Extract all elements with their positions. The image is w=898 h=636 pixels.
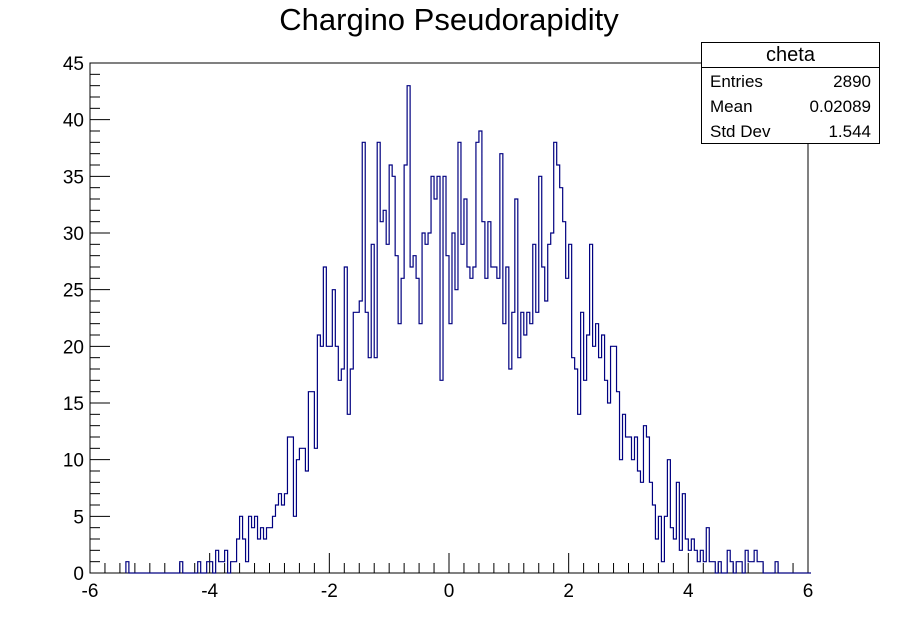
x-tick-label: -6 <box>82 581 99 602</box>
stats-row-mean: Mean 0.02089 <box>710 94 871 119</box>
y-tick-label: 0 <box>73 564 84 585</box>
x-tick-label: 6 <box>803 581 814 602</box>
y-tick-label: 25 <box>63 281 84 302</box>
stats-box: cheta Entries 2890 Mean 0.02089 Std Dev … <box>701 42 880 144</box>
stats-row-stddev: Std Dev 1.544 <box>710 119 871 144</box>
y-tick-label: 10 <box>63 451 84 472</box>
histogram-series <box>125 85 811 574</box>
stats-row-entries: Entries 2890 <box>710 69 871 94</box>
stats-title: cheta <box>702 43 879 68</box>
y-tick-label: 20 <box>63 337 84 358</box>
stats-label: Std Dev <box>710 122 771 141</box>
x-tick-label: 0 <box>444 581 455 602</box>
x-tick-label: 2 <box>563 581 574 602</box>
stats-value: 2890 <box>833 72 871 91</box>
y-tick-label: 15 <box>63 394 84 415</box>
stats-label: Entries <box>710 72 763 91</box>
y-tick-label: 45 <box>63 54 84 75</box>
y-axis: 0 5 10 15 20 25 30 35 40 45 <box>63 54 110 585</box>
x-tick-label: -4 <box>201 581 218 602</box>
y-tick-label: 40 <box>63 111 84 132</box>
stats-value: 0.02089 <box>809 97 871 116</box>
y-tick-label: 30 <box>63 224 84 245</box>
y-tick-label: 5 <box>73 507 84 528</box>
y-tick-label: 35 <box>63 167 84 188</box>
stats-label: Mean <box>710 97 753 116</box>
x-axis: -6 -4 -2 0 2 4 6 <box>82 553 814 602</box>
x-tick-label: 4 <box>683 581 694 602</box>
chart-title: Chargino Pseudorapidity <box>279 2 619 37</box>
stats-value: 1.544 <box>828 122 871 141</box>
x-tick-label: -2 <box>321 581 338 602</box>
